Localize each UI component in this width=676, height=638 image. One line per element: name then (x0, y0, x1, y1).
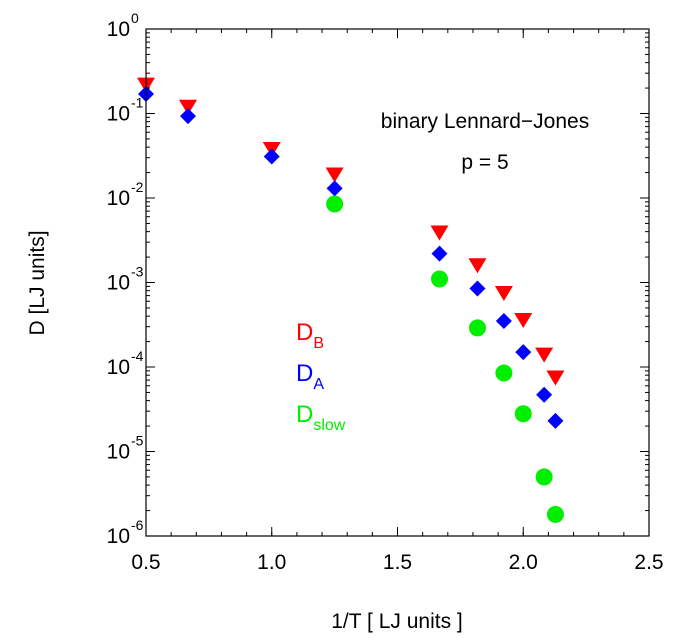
data-point-triangle (514, 312, 533, 328)
x-axis-title: 1/T [ LJ units ] (331, 610, 463, 633)
data-point-diamond (326, 180, 343, 197)
data-point-circle (546, 505, 564, 523)
y-tick-label: 10 (107, 441, 130, 464)
legend-entry-slow: Dslow (296, 401, 346, 434)
data-point-triangle (546, 370, 565, 386)
y-tick-exponent: -6 (131, 517, 144, 533)
y-tick-label: 10 (107, 356, 130, 379)
x-tick-label: 1.5 (383, 551, 412, 574)
y-tick-label: 10 (107, 525, 130, 548)
annotation-pressure: p = 5 (461, 151, 508, 174)
x-tick-label: 1.0 (257, 551, 286, 574)
data-point-triangle (468, 258, 487, 274)
x-tick-label: 2.0 (509, 551, 538, 574)
data-point-triangle (179, 99, 198, 115)
y-tick-exponent: -5 (131, 433, 144, 449)
data-point-diamond (536, 386, 553, 403)
plot-frame (145, 28, 650, 537)
data-point-circle (468, 319, 486, 337)
y-tick-exponent: -3 (131, 264, 144, 280)
data-point-triangle (535, 347, 554, 363)
data-point-triangle (325, 167, 344, 183)
y-tick-label: 10 (107, 103, 130, 126)
legend: DB DA Dslow (296, 319, 346, 434)
data-marks (137, 77, 565, 523)
data-point-circle (326, 195, 344, 213)
data-point-diamond (469, 280, 486, 297)
legend-entry-a: DA (296, 360, 324, 393)
data-point-diamond (515, 344, 532, 361)
y-tick-exponent: -4 (131, 348, 144, 364)
y-tick-label: 10 (107, 187, 130, 210)
annotation-system: binary Lennard−Jones (381, 110, 589, 133)
y-tick-exponent: -1 (131, 95, 144, 111)
y-tick-label: 10 (107, 272, 130, 295)
y-tick-exponent: 0 (131, 10, 139, 26)
data-point-circle (535, 468, 553, 486)
x-tick-label: 0.5 (131, 551, 160, 574)
data-point-diamond (431, 245, 448, 262)
y-tick-label: 10 (107, 18, 130, 41)
legend-entry-b: DB (296, 319, 324, 352)
data-point-diamond (495, 313, 512, 330)
data-point-circle (431, 270, 449, 288)
data-point-circle (495, 364, 513, 382)
series-slow (326, 195, 564, 523)
y-axis-title: D [LJ units] (26, 230, 49, 335)
data-point-triangle (430, 225, 449, 241)
x-tick-label: 2.5 (634, 551, 663, 574)
data-point-diamond (547, 412, 564, 429)
data-point-circle (514, 405, 532, 423)
data-point-triangle (494, 286, 513, 302)
data-point-diamond (180, 108, 197, 125)
y-tick-exponent: -2 (131, 179, 144, 195)
data-point-diamond (263, 148, 280, 165)
